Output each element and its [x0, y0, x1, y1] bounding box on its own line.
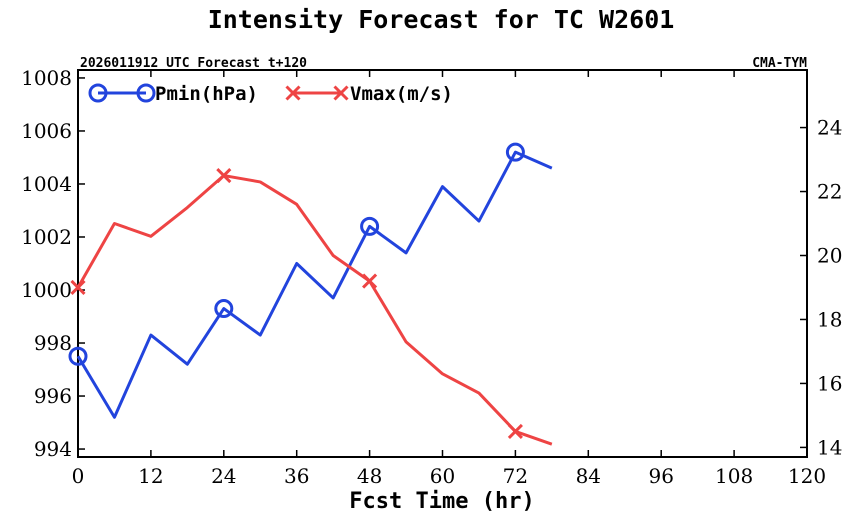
vmax-point-marker — [70, 279, 86, 296]
chart-title: Intensity Forecast for TC W2601 — [208, 5, 675, 34]
y-left-tick-label: 1004 — [21, 172, 72, 196]
y-left-tick-label: 994 — [34, 437, 72, 461]
y-right-tick-label: 24 — [817, 116, 842, 140]
pmin-point-marker — [68, 346, 88, 366]
vmax-point-marker — [507, 423, 523, 439]
chart-subtitle-left: 2026011912 UTC Forecast t+120 — [80, 56, 307, 71]
vmax-point-marker — [216, 167, 232, 184]
y-right-tick-label: 20 — [817, 244, 842, 268]
pmin-series-line — [76, 150, 553, 419]
y-left-tick-label: 1008 — [21, 66, 72, 90]
plot-area-frame — [77, 69, 808, 458]
x-tick-label: 120 — [788, 464, 826, 488]
chart-subtitle-right: CMA-TYM — [752, 56, 807, 71]
x-tick-label: 108 — [715, 464, 753, 488]
legend-label: Pmin(hPa) — [155, 83, 258, 105]
pmin-point-marker — [505, 142, 525, 162]
legend-entry-pmin: Pmin(hPa) — [88, 83, 258, 105]
y-left-tick-label: 998 — [34, 331, 72, 355]
y-left-tick-label: 1000 — [21, 278, 72, 302]
legend-marker — [88, 83, 108, 103]
y-right-tick-label: 14 — [817, 435, 842, 459]
y-right-tick-label: 16 — [817, 371, 842, 395]
legend-marker — [136, 83, 156, 103]
x-tick-label: 12 — [138, 464, 163, 488]
legend-marker — [333, 85, 349, 101]
y-right-tick-label: 18 — [817, 307, 842, 331]
x-tick-label: 0 — [72, 464, 85, 488]
axes: 0 12 24 36 48 60 72 84 96 108 120 994 996 998 1000 1002… — [21, 66, 842, 488]
x-tick-label: 48 — [357, 464, 382, 488]
pmin-point-marker — [214, 299, 234, 319]
series-lines — [68, 142, 553, 446]
legend-label: Vmax(m/s) — [350, 83, 453, 105]
vmax-point-marker — [362, 273, 378, 289]
y-right-tick-label: 22 — [817, 180, 842, 204]
legend-entry-vmax: Vmax(m/s) — [285, 83, 453, 105]
legend: Pmin(hPa) Vmax(m/s) — [88, 83, 453, 105]
x-tick-label: 84 — [576, 464, 601, 488]
x-tick-label: 72 — [503, 464, 528, 488]
y-left-tick-label: 1006 — [21, 119, 72, 143]
vmax-series-line — [76, 174, 553, 446]
x-tick-label: 36 — [284, 464, 309, 488]
legend-marker — [285, 85, 301, 101]
y-left-tick-label: 996 — [34, 384, 72, 408]
x-tick-label: 24 — [211, 464, 236, 488]
pmin-point-marker — [360, 216, 380, 236]
x-tick-label: 96 — [648, 464, 673, 488]
x-axis-label: Fcst Time (hr) — [349, 489, 534, 514]
y-left-tick-label: 1002 — [21, 225, 72, 249]
x-tick-label: 60 — [430, 464, 455, 488]
